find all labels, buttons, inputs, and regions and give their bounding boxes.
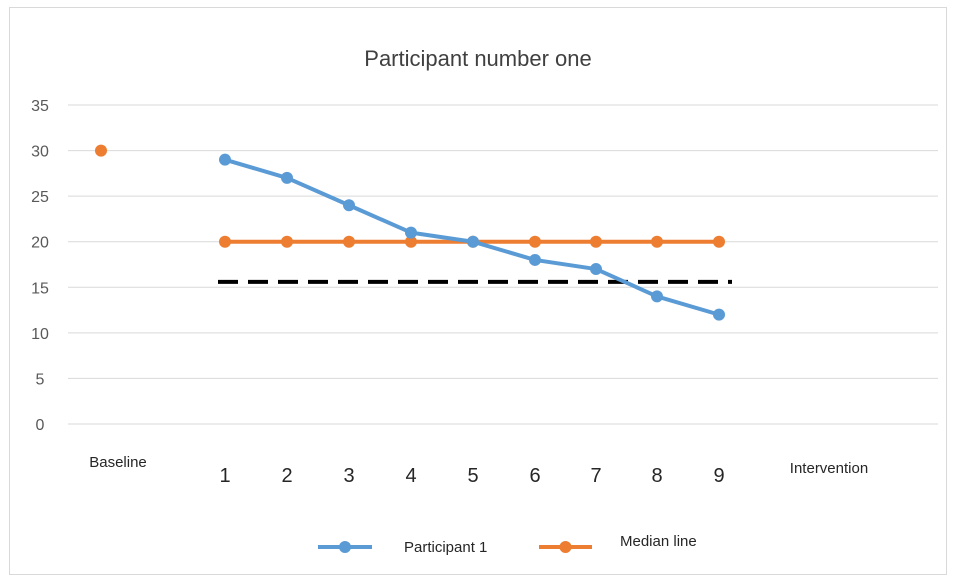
median-line-point-3 <box>343 235 355 248</box>
y-axis-ticks: 0 5 10 15 20 25 30 35 <box>31 98 49 434</box>
participant-1-point-6 <box>529 253 541 266</box>
y-tick-label-10: 10 <box>31 326 49 343</box>
baseline-label: Baseline <box>89 454 147 471</box>
participant-1-point-9 <box>713 308 725 321</box>
x-tick-label-9: 9 <box>713 465 724 487</box>
participant-1-point-3 <box>343 199 355 212</box>
x-tick-label-5: 5 <box>467 465 478 487</box>
x-tick-label-6: 6 <box>529 465 540 487</box>
y-tick-label-30: 30 <box>31 144 49 161</box>
legend-label-median-line: Median line <box>620 533 697 550</box>
y-tick-label-0: 0 <box>36 417 45 434</box>
participant-1-point-8 <box>651 290 663 303</box>
intervention-label: Intervention <box>790 460 868 477</box>
y-tick-label-15: 15 <box>31 280 49 297</box>
median-line-point-1 <box>219 235 231 248</box>
legend-label-participant-1: Participant 1 <box>404 539 487 556</box>
participant-1-point-7 <box>590 263 602 276</box>
legend: Participant 1 Median line <box>318 533 697 556</box>
x-tick-label-7: 7 <box>590 465 601 487</box>
median-line-point-8 <box>651 235 663 248</box>
legend-marker-median-line <box>559 541 572 553</box>
y-tick-label-25: 25 <box>31 189 49 206</box>
x-tick-label-1: 1 <box>219 465 230 487</box>
median-line-point-7 <box>590 235 602 248</box>
y-tick-label-20: 20 <box>31 235 49 252</box>
participant-1-point-1 <box>219 153 231 166</box>
median-line-point-9 <box>713 235 725 248</box>
baseline-point <box>95 144 107 157</box>
legend-marker-participant-1 <box>339 541 351 553</box>
median-line-point-2 <box>281 235 293 248</box>
chart-title: Participant number one <box>364 46 591 71</box>
y-tick-label-5: 5 <box>36 371 45 388</box>
participant-1-point-4 <box>405 226 417 239</box>
median-line-point-4 <box>405 235 417 248</box>
x-tick-label-8: 8 <box>651 465 662 487</box>
x-axis-ticks: 1 2 3 4 5 6 7 8 9 <box>219 465 724 487</box>
participant-1-point-2 <box>281 171 293 184</box>
x-tick-label-4: 4 <box>405 465 416 487</box>
chart-frame <box>9 7 947 575</box>
x-tick-label-3: 3 <box>343 465 354 487</box>
series-layer <box>95 144 725 321</box>
median-line-point-6 <box>529 235 541 248</box>
participant-1-point-5 <box>467 235 479 248</box>
gridlines <box>68 104 938 425</box>
x-tick-label-2: 2 <box>281 465 292 487</box>
y-tick-label-35: 35 <box>31 98 49 115</box>
